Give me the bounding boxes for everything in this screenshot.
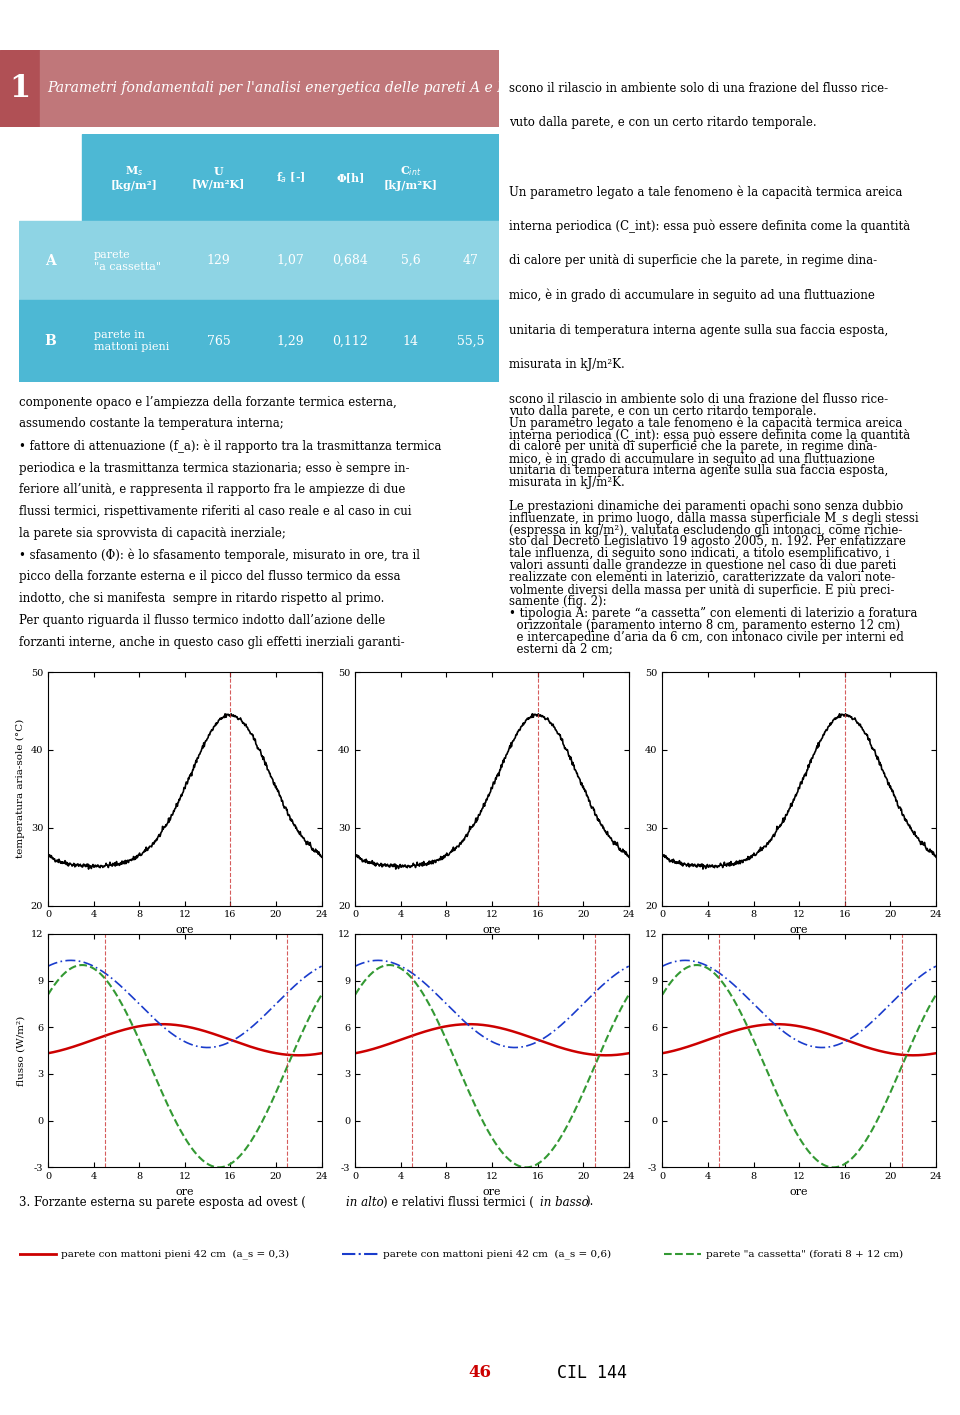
Text: Φ[h]: Φ[h] [336,173,365,184]
Text: Per quanto riguarda il flusso termico indotto dall’azione delle: Per quanto riguarda il flusso termico in… [19,614,386,627]
X-axis label: ore: ore [790,1187,808,1197]
Text: unitaria di temperatura interna agente sulla sua faccia esposta,: unitaria di temperatura interna agente s… [509,324,888,337]
Text: M$_s$
[kg/m²]: M$_s$ [kg/m²] [111,164,157,191]
Text: interna periodica (C_int): essa può essere definita come la quantità: interna periodica (C_int): essa può esse… [509,219,910,233]
Text: 14: 14 [402,335,419,348]
Text: f$_a$ [-]: f$_a$ [-] [276,170,305,185]
X-axis label: ore: ore [176,925,194,935]
Text: e intercapedine d’aria da 6 cm, con intonaco civile per interni ed: e intercapedine d’aria da 6 cm, con into… [509,631,903,644]
Text: scono il rilascio in ambiente solo di una frazione del flusso rice-: scono il rilascio in ambiente solo di un… [509,393,888,406]
Text: C$_{int}$
[kJ/m²K]: C$_{int}$ [kJ/m²K] [383,164,438,191]
Text: 1,29: 1,29 [276,335,304,348]
Text: • sfasamento (Φ): è lo sfasamento temporale, misurato in ore, tra il: • sfasamento (Φ): è lo sfasamento tempor… [19,549,420,562]
Text: valori assunti dalle grandezze in questione nel caso di due pareti: valori assunti dalle grandezze in questi… [509,559,896,572]
Text: parete
"a cassetta": parete "a cassetta" [94,250,160,272]
Text: Un parametro legato a tale fenomeno è la capacità termica areica: Un parametro legato a tale fenomeno è la… [509,185,902,198]
Text: misurata in kJ/m²K.: misurata in kJ/m²K. [509,358,625,371]
Text: picco della forzante esterna e il picco del flusso termico da essa: picco della forzante esterna e il picco … [19,570,400,583]
Text: (espressa in kg/m²), valutata escludendo gli intonaci, come richie-: (espressa in kg/m²), valutata escludendo… [509,524,902,536]
Text: samente (fig. 2):: samente (fig. 2): [509,594,607,608]
X-axis label: ore: ore [483,1187,501,1197]
Text: 55,5: 55,5 [457,335,484,348]
Text: flussi termici, rispettivamente riferiti al caso reale e al caso in cui: flussi termici, rispettivamente riferiti… [19,505,412,518]
Text: 47: 47 [463,255,478,267]
Text: tale influenza, di seguito sono indicati, a titolo esemplificativo, i: tale influenza, di seguito sono indicati… [509,548,889,560]
Text: influenzate, in primo luogo, dalla massa superficiale M_s degli stessi: influenzate, in primo luogo, dalla massa… [509,512,919,525]
Y-axis label: temperatura aria-sole (°C): temperatura aria-sole (°C) [16,719,25,859]
Text: sto dal Decreto Legislativo 19 agosto 2005, n. 192. Per enfatizzare: sto dal Decreto Legislativo 19 agosto 20… [509,535,905,549]
Bar [82,300,499,382]
Text: di calore per unità di superficie che la parete, in regime dina-: di calore per unità di superficie che la… [509,255,876,267]
Text: scono il rilascio in ambiente solo di una frazione del flusso rice-: scono il rilascio in ambiente solo di un… [509,82,888,95]
Text: assumendo costante la temperatura interna;: assumendo costante la temperatura intern… [19,417,284,430]
Bar [82,134,499,221]
Text: 0,112: 0,112 [332,335,369,348]
Text: feriore all’unità, e rappresenta il rapporto fra le ampiezze di due: feriore all’unità, e rappresenta il rapp… [19,483,405,495]
Text: di calore per unità di superficie che la parete, in regime dina-: di calore per unità di superficie che la… [509,440,876,453]
Text: 3. Forzante esterna su parete esposta ad ovest (: 3. Forzante esterna su parete esposta ad… [19,1196,306,1210]
Text: 1,07: 1,07 [276,255,304,267]
Text: 46: 46 [468,1364,492,1381]
Text: 0,684: 0,684 [332,255,369,267]
Text: 1: 1 [10,74,31,103]
Text: interna periodica (C_int): essa può essere definita come la quantità: interna periodica (C_int): essa può esse… [509,429,910,441]
Text: indotto, che si manifesta  sempre in ritardo rispetto al primo.: indotto, che si manifesta sempre in rita… [19,591,385,606]
Text: periodica e la trasmittanza termica stazionaria; esso è sempre in-: periodica e la trasmittanza termica staz… [19,461,410,474]
Text: realizzate con elementi in laterizio, caratterizzate da valori note-: realizzate con elementi in laterizio, ca… [509,572,895,584]
Text: mico, è in grado di accumulare in seguito ad una fluttuazione: mico, è in grado di accumulare in seguit… [509,453,875,466]
Text: misurata in kJ/m²K.: misurata in kJ/m²K. [509,475,625,490]
Bar [19,300,82,382]
Text: ).: ). [585,1196,593,1210]
Text: B: B [44,334,57,348]
Text: in basso: in basso [540,1196,588,1210]
Text: la parete sia sprovvista di capacità inerziale;: la parete sia sprovvista di capacità ine… [19,526,286,539]
Text: mico, è in grado di accumulare in seguito ad una fluttuazione: mico, è in grado di accumulare in seguit… [509,289,875,303]
Text: parete con mattoni pieni 42 cm  (a_s = 0,3): parete con mattoni pieni 42 cm (a_s = 0,… [60,1249,289,1259]
Text: parete "a cassetta" (forati 8 + 12 cm): parete "a cassetta" (forati 8 + 12 cm) [706,1249,903,1259]
Text: • fattore di attenuazione (f_a): è il rapporto tra la trasmittanza termica: • fattore di attenuazione (f_a): è il ra… [19,439,442,453]
Text: CIL 144: CIL 144 [557,1364,627,1381]
X-axis label: ore: ore [483,925,501,935]
Text: 5,6: 5,6 [400,255,420,267]
Text: vuto dalla parete, e con un certo ritardo temporale.: vuto dalla parete, e con un certo ritard… [509,405,816,417]
Text: vuto dalla parete, e con un certo ritardo temporale.: vuto dalla parete, e con un certo ritard… [509,116,816,129]
X-axis label: ore: ore [790,925,808,935]
Text: • tipologia A: parete “a cassetta” con elementi di laterizio a foratura: • tipologia A: parete “a cassetta” con e… [509,607,917,620]
Text: esterni da 2 cm;: esterni da 2 cm; [509,642,612,655]
Text: U
[W/m²K]: U [W/m²K] [192,166,245,190]
Text: orizzontale (paramento interno 8 cm, paramento esterno 12 cm): orizzontale (paramento interno 8 cm, par… [509,618,900,631]
Text: componente opaco e l’ampiezza della forzante termica esterna,: componente opaco e l’ampiezza della forz… [19,396,396,409]
Text: 129: 129 [206,255,230,267]
X-axis label: ore: ore [176,1187,194,1197]
Text: volmente diversi della massa per unità di superficie. E più preci-: volmente diversi della massa per unità d… [509,583,895,597]
Text: forzanti interne, anche in questo caso gli effetti inerziali garanti-: forzanti interne, anche in questo caso g… [19,635,405,648]
Text: A: A [45,253,56,267]
Text: 765: 765 [206,335,230,348]
Text: parete in
mattoni pieni: parete in mattoni pieni [94,330,169,352]
Text: Un parametro legato a tale fenomeno è la capacità termica areica: Un parametro legato a tale fenomeno è la… [509,416,902,430]
Text: in alto: in alto [347,1196,384,1210]
Text: Le prestazioni dinamiche dei paramenti opachi sono senza dubbio: Le prestazioni dinamiche dei paramenti o… [509,499,903,512]
Y-axis label: flusso (W/m²): flusso (W/m²) [16,1016,25,1085]
Bar [0,50,40,127]
Text: parete con mattoni pieni 42 cm  (a_s = 0,6): parete con mattoni pieni 42 cm (a_s = 0,… [383,1249,612,1259]
Text: ) e relativi flussi termici (: ) e relativi flussi termici ( [383,1196,534,1210]
Text: unitaria di temperatura interna agente sulla sua faccia esposta,: unitaria di temperatura interna agente s… [509,464,888,477]
Bar [19,221,82,300]
Bar [82,221,499,300]
Text: Parametri fondamentali per l'analisi energetica delle pareti A e B.: Parametri fondamentali per l'analisi ene… [47,82,513,95]
